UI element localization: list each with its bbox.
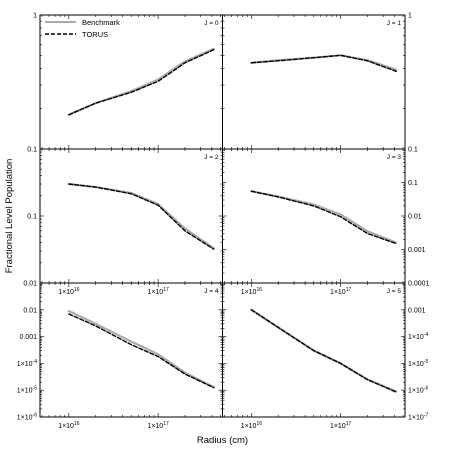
series-torus	[250, 190, 397, 245]
series-benchmark	[250, 190, 398, 244]
series-torus	[68, 49, 215, 116]
series-torus	[250, 309, 397, 393]
series-torus	[68, 313, 215, 389]
y-tick-label: 0.001	[408, 247, 426, 254]
y-tick-label: 0.1	[27, 147, 37, 154]
panel-label: J = 2	[204, 154, 219, 161]
y-tick-label: 1×10-6	[17, 413, 37, 422]
series-benchmark	[67, 309, 215, 389]
panel-j5: 0.001 1×10-4 1×10-5 1×10-6 1×10-7 1×1016 1×101…	[222, 282, 428, 430]
panel-label: J = 1	[387, 20, 402, 27]
panel-label: J = 4	[204, 288, 219, 295]
series-torus	[68, 183, 215, 250]
panel-label: J = 3	[387, 154, 402, 161]
panel-j4: 0.01 0.001 1×10-4 1×10-5 1×10-6 1×1016 1×1017 J…	[17, 282, 223, 430]
panel-label: J = 5	[387, 288, 402, 295]
series-torus	[250, 54, 397, 73]
y-tick-label: 0.001	[19, 334, 37, 341]
plot-frame	[39, 14, 406, 418]
y-tick-label: 0.01	[23, 281, 37, 288]
y-tick-label: 0.1	[27, 214, 37, 221]
x-tick-label: 1×1016	[58, 421, 80, 430]
y-tick-label: 0.1	[408, 147, 418, 154]
legend-torus-label: TORUS	[82, 30, 108, 39]
y-tick-label: 1×10-5	[17, 386, 37, 395]
y-tick-label: 1×10-7	[408, 413, 428, 422]
x-tick-label: 1×1017	[330, 287, 352, 296]
panel-j1: 1 0.1 J = 1	[222, 13, 418, 154]
series-benchmark	[67, 182, 215, 250]
legend-benchmark-label: Benchmark	[82, 18, 120, 27]
y-tick-label: 1×10-6	[408, 386, 428, 395]
x-axis-title: Radius (cm)	[197, 435, 248, 446]
y-tick-label: 1	[408, 13, 412, 20]
panel-label: J = 0	[204, 20, 219, 27]
y-tick-label: 1	[33, 13, 37, 20]
y-tick-label: 1×10-5	[408, 359, 428, 368]
x-tick-label: 1×1016	[241, 287, 263, 296]
y-axis-title: Fractional Level Population	[4, 159, 15, 274]
y-tick-label: 1×10-4	[17, 359, 37, 368]
y-tick-label: 0.0001	[408, 281, 430, 288]
y-tick-label: 0.01	[408, 214, 422, 221]
x-tick-label: 1×1016	[241, 421, 263, 430]
y-tick-label: 0.001	[408, 307, 426, 314]
x-tick-label: 1×1017	[330, 421, 352, 430]
panel-j2: 0.1 0.01 1×1016 1×1017 J = 2	[23, 148, 223, 296]
y-tick-label: 0.01	[23, 307, 37, 314]
panels-layer: 1 0.1 J = 0 1 0.1 J = 1 0.1 0.01 1×1016 1×1017 J =…	[17, 13, 430, 431]
x-tick-label: 1×1016	[58, 287, 80, 296]
x-tick-label: 1×1017	[147, 287, 169, 296]
panel-j0: 1 0.1 J = 0	[27, 13, 223, 154]
x-tick-label: 1×1017	[147, 421, 169, 430]
legend: Benchmark TORUS	[45, 18, 120, 39]
series-benchmark	[250, 308, 398, 393]
panel-j3: 0.1 0.01 0.001 0.0001 1×1016 1×1017 J = 3	[222, 148, 430, 296]
y-tick-label: 1×10-4	[408, 332, 428, 341]
y-tick-label: 0.1	[408, 180, 418, 187]
